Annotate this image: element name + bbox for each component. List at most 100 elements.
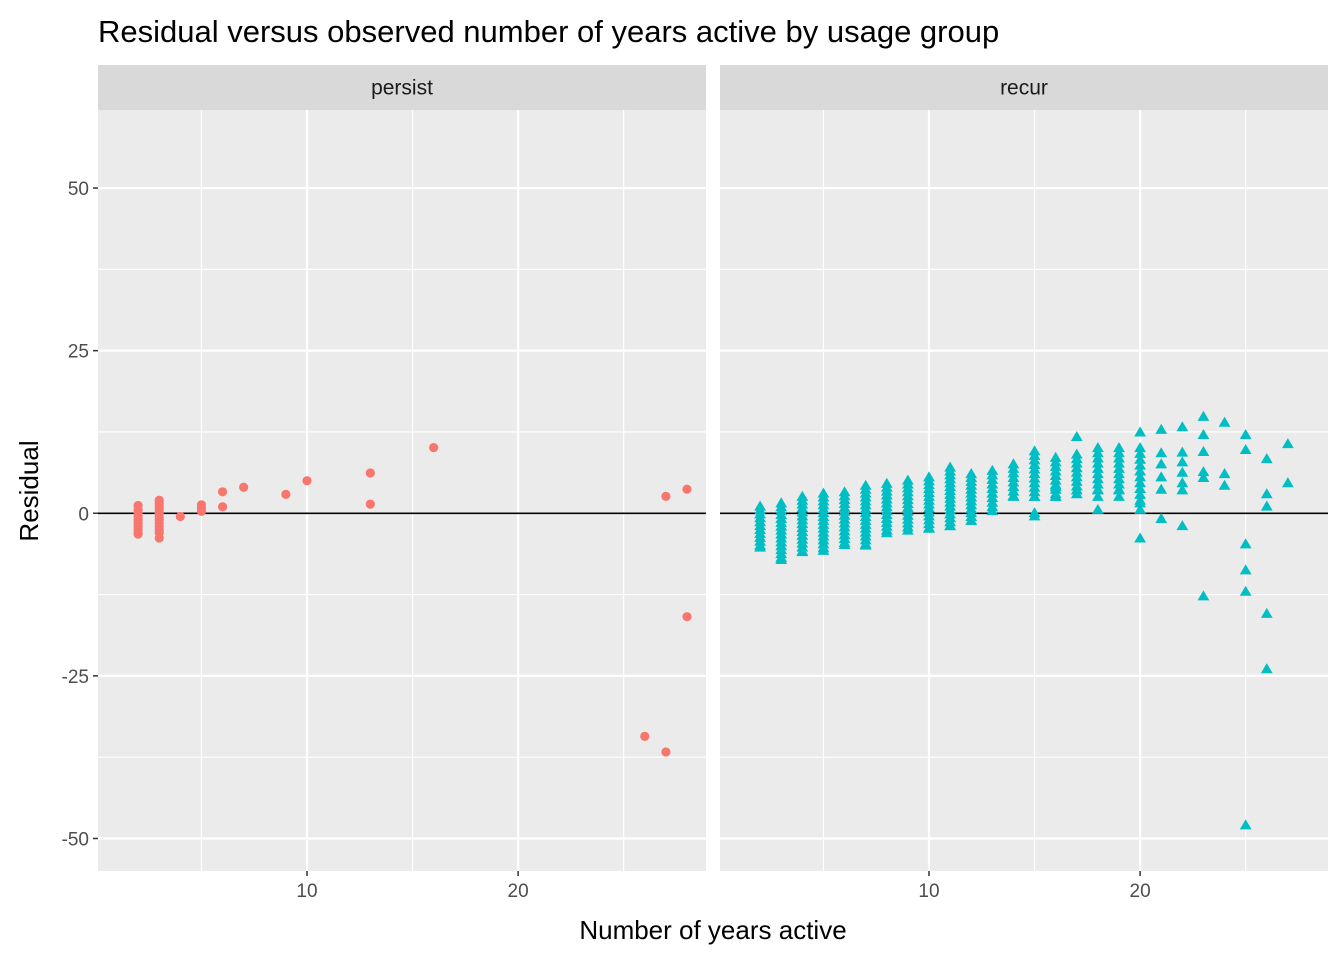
data-point (1007, 490, 1020, 501)
data-point (239, 482, 249, 492)
data-point (1218, 479, 1231, 490)
data-point (1260, 500, 1273, 511)
data-point (1113, 490, 1125, 501)
data-point (1239, 538, 1252, 549)
data-point (1028, 510, 1041, 521)
data-point (923, 522, 935, 533)
data-point (640, 731, 650, 741)
data-point (1091, 490, 1104, 501)
data-point (1176, 484, 1189, 495)
x-tick-label: 10 (918, 881, 939, 902)
panels-layer: persist 10 20 -50 -25 0 25 50 recur 10 20 (62, 65, 1328, 902)
y-tick-label: -50 (62, 829, 89, 850)
data-point (1155, 483, 1168, 494)
data-point (1028, 490, 1041, 501)
data-point (1260, 663, 1273, 674)
data-point (838, 538, 851, 549)
data-point (365, 468, 375, 478)
data-point (1091, 478, 1104, 489)
data-point (1134, 447, 1147, 458)
data-point (1176, 477, 1189, 488)
data-points-persist (133, 442, 692, 757)
y-tick-label: -25 (62, 667, 89, 688)
facet-strip (98, 65, 706, 110)
data-point (1155, 512, 1168, 523)
data-point (365, 499, 375, 509)
data-point (1134, 442, 1147, 453)
data-point (302, 476, 312, 486)
data-point (1239, 585, 1252, 596)
data-point (944, 520, 957, 531)
data-point (133, 529, 143, 539)
data-points-recur (754, 410, 1294, 830)
data-point (1197, 590, 1210, 601)
data-point (1113, 447, 1125, 458)
data-point (1091, 473, 1104, 484)
data-point (1113, 452, 1125, 463)
data-point (1091, 457, 1104, 468)
y-tick-label: 50 (68, 179, 89, 200)
data-point (661, 491, 671, 501)
data-point (1239, 564, 1252, 575)
data-point (1113, 442, 1125, 453)
data-point (217, 502, 228, 512)
chart-title: Residual versus observed number of years… (98, 14, 999, 49)
data-point (682, 484, 692, 494)
panel-recur: recur 10 20 (720, 65, 1328, 902)
data-point (1134, 426, 1147, 437)
data-point (1281, 477, 1294, 488)
data-point (986, 505, 999, 516)
data-point (1197, 410, 1210, 421)
data-point (1218, 416, 1231, 427)
data-point (1113, 473, 1125, 484)
data-point (1239, 443, 1252, 455)
data-point (1091, 442, 1104, 453)
data-point (1134, 488, 1147, 499)
data-point (281, 489, 291, 500)
facet-strip-label: recur (1000, 77, 1048, 100)
data-point (1176, 456, 1189, 467)
y-axis-title: Residual (14, 440, 44, 541)
data-point (1176, 520, 1189, 531)
data-point (901, 524, 914, 535)
data-point (1134, 459, 1147, 470)
data-point (1134, 497, 1147, 508)
data-point (859, 539, 872, 550)
data-point (1113, 478, 1125, 489)
data-point (1091, 452, 1104, 463)
data-point (154, 533, 164, 543)
panel-background (720, 110, 1328, 871)
data-point (1239, 819, 1252, 830)
x-axis-title: Number of years active (579, 915, 846, 945)
data-point (1239, 429, 1252, 440)
data-point (1155, 471, 1168, 482)
data-point (1091, 462, 1104, 473)
data-point (1134, 465, 1147, 476)
data-point (1176, 421, 1189, 432)
data-point (1155, 447, 1168, 458)
data-point (817, 544, 830, 555)
data-point (1176, 446, 1189, 457)
data-point (965, 514, 978, 525)
data-point (196, 506, 207, 516)
x-tick-label: 10 (296, 881, 317, 902)
x-tick-label: 20 (508, 881, 529, 902)
data-point (1091, 503, 1104, 514)
data-point (429, 442, 439, 453)
data-point (1049, 481, 1062, 492)
data-point (1134, 532, 1147, 543)
facet-strip (720, 65, 1328, 110)
data-point (1260, 488, 1273, 499)
data-point (175, 511, 185, 522)
data-point (1091, 447, 1104, 458)
data-point (1218, 468, 1231, 479)
data-point (1176, 466, 1189, 477)
panel-background (98, 110, 706, 871)
x-tick-label: 20 (1130, 881, 1151, 902)
data-point (796, 546, 809, 557)
data-point (1070, 488, 1083, 499)
data-point (1197, 445, 1210, 456)
data-point (1113, 484, 1125, 495)
